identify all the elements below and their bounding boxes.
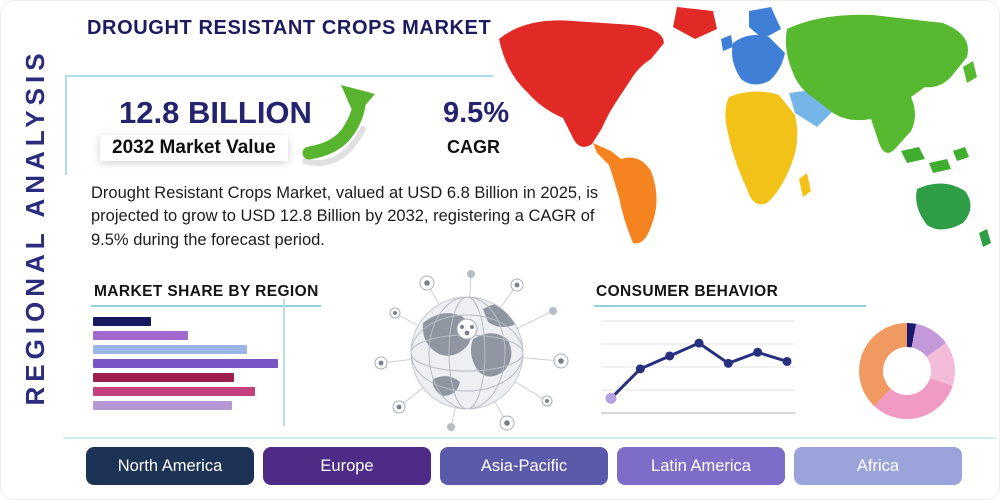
arrow-head [341, 85, 375, 117]
bar-chart [93, 317, 289, 421]
line-chart [599, 315, 799, 421]
continent-south-america [593, 143, 657, 244]
bar-segment-5 [93, 387, 255, 396]
growth-arrow-icon [299, 81, 384, 174]
data-point-4 [724, 359, 733, 368]
data-point-0 [606, 393, 617, 404]
region-button-africa[interactable]: Africa [794, 447, 962, 485]
bar-segment-3 [93, 359, 278, 368]
data-point-6 [783, 357, 792, 366]
continent-australia [916, 183, 970, 229]
infographic-canvas: REGIONAL ANALYSIS DROUGHT RESISTANT CROP… [0, 0, 1000, 500]
market-share-underline [91, 305, 321, 307]
data-point-3 [695, 339, 704, 348]
region-buttons: North America Europe Asia-Pacific Latin … [86, 447, 962, 485]
continent-africa [725, 91, 797, 204]
bar-segment-4 [93, 373, 234, 382]
region-button-asia-pacific[interactable]: Asia-Pacific [440, 447, 608, 485]
region-button-europe[interactable]: Europe [263, 447, 431, 485]
data-point-5 [753, 348, 762, 357]
region-new-zealand [979, 229, 991, 247]
bar-segment-2 [93, 345, 247, 354]
region-madagascar [799, 173, 811, 197]
market-value-caption: 2032 Market Value [100, 135, 288, 161]
bar-segment-0 [93, 317, 151, 326]
consumer-behavior-underline [594, 305, 866, 307]
continent-europe [732, 35, 785, 85]
region-button-latin-america[interactable]: Latin America [617, 447, 785, 485]
page-title: DROUGHT RESISTANT CROPS MARKET [87, 17, 491, 40]
continent-north-america [499, 20, 664, 147]
region-southeast-asia [901, 147, 969, 173]
data-point-1 [636, 364, 645, 373]
consumer-behavior-heading: CONSUMER BEHAVIOR [596, 283, 778, 301]
market-value-text: 12.8 BILLION [119, 95, 312, 131]
side-label-regional-analysis: REGIONAL ANALYSIS [20, 37, 56, 417]
continent-greenland [673, 7, 717, 39]
bar-segment-6 [93, 401, 232, 410]
data-point-2 [665, 351, 674, 360]
globe-network-graphic [365, 267, 571, 435]
chart-divider-line [283, 299, 285, 426]
bottom-divider-line [63, 437, 997, 439]
world-map [481, 1, 1000, 266]
bar-segment-1 [93, 331, 188, 340]
region-japan [963, 61, 977, 83]
region-british-isles [721, 35, 733, 51]
donut-chart [859, 323, 955, 419]
region-scandinavia [749, 7, 781, 39]
region-button-north-america[interactable]: North America [86, 447, 254, 485]
continent-asia [786, 15, 968, 153]
people-icon [457, 319, 477, 339]
